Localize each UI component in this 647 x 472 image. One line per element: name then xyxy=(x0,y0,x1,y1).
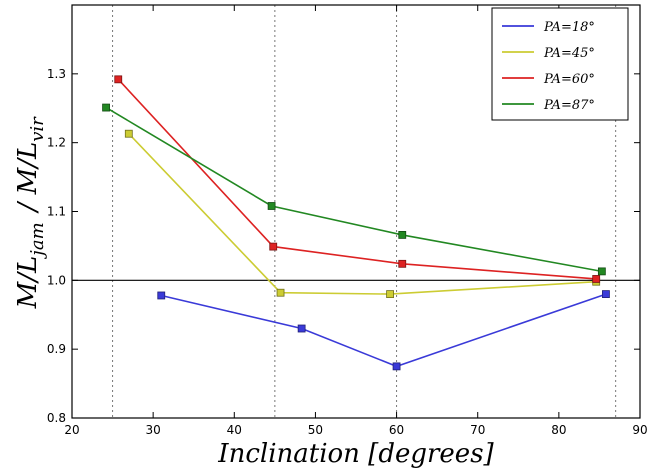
legend-label: PA=87° xyxy=(543,98,595,113)
x-tick-label: 50 xyxy=(308,423,323,437)
x-tick-label: 20 xyxy=(64,423,79,437)
data-point xyxy=(269,242,278,251)
x-axis-title: Inclination [degrees] xyxy=(217,439,494,469)
series-line xyxy=(105,106,603,273)
series-PA=87° xyxy=(102,103,606,276)
legend: PA=18° PA=45° PA=60° PA=87° xyxy=(491,7,629,121)
legend-item: PA=18° xyxy=(502,20,595,35)
data-point xyxy=(602,290,610,299)
y-tick-label: 1.3 xyxy=(47,67,66,81)
series-PA=18° xyxy=(157,290,610,371)
y-axis-title-text: M/Ljam / M/Lvir xyxy=(13,115,48,310)
x-tick-label: 30 xyxy=(146,423,161,437)
legend-item: PA=60° xyxy=(502,72,595,87)
y-tick-label: 1.1 xyxy=(47,205,66,219)
x-tick-label: 70 xyxy=(470,423,485,437)
legend-item: PA=45° xyxy=(502,46,595,61)
y-tick-label: 0.9 xyxy=(47,342,66,356)
y-axis-title: M/Ljam / M/Lvir xyxy=(13,115,48,310)
series-line xyxy=(161,293,607,368)
data-point xyxy=(102,103,110,112)
axis-ticks: 20 30 40 50 60 70 80 90 0.8 0.9 1.0 1.1 1.2 1.3 xyxy=(47,5,647,437)
data-point xyxy=(114,75,123,84)
series-line xyxy=(128,133,597,295)
data-point xyxy=(124,129,133,138)
data-point xyxy=(386,290,394,299)
series-layer xyxy=(102,75,610,371)
y-tick-label: 1.0 xyxy=(47,273,66,287)
x-tick-label: 60 xyxy=(389,423,404,437)
x-tick-label: 90 xyxy=(632,423,647,437)
legend-label: PA=60° xyxy=(543,72,595,87)
series-PA=60° xyxy=(114,75,601,283)
y-tick-label: 0.8 xyxy=(47,411,66,425)
x-tick-label: 40 xyxy=(227,423,242,437)
legend-item: PA=87° xyxy=(502,98,595,113)
x-tick-label: 80 xyxy=(551,423,566,437)
data-point xyxy=(597,267,606,276)
data-point xyxy=(398,259,407,268)
vertical-dotted-lines xyxy=(112,5,617,418)
data-point xyxy=(297,324,306,333)
series-line xyxy=(117,78,597,280)
y-tick-label: 1.2 xyxy=(47,136,66,150)
data-point xyxy=(398,231,407,239)
data-point xyxy=(157,291,166,300)
legend-label: PA=18° xyxy=(543,20,595,35)
data-point xyxy=(592,275,601,283)
data-point xyxy=(267,202,276,210)
legend-label: PA=45° xyxy=(543,46,595,61)
data-point xyxy=(392,362,401,371)
data-point xyxy=(276,288,285,297)
